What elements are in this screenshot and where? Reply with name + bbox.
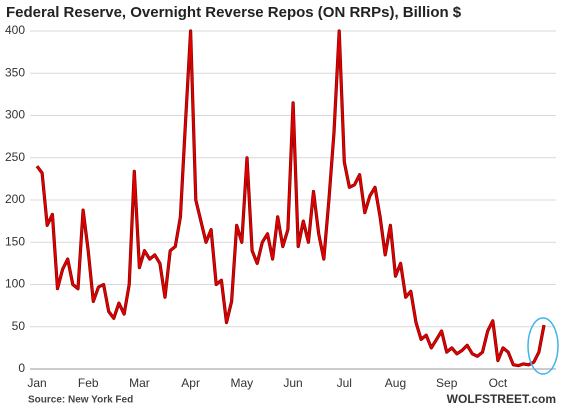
plot <box>35 29 546 368</box>
series-line <box>36 30 545 367</box>
x-tick-label: Sep <box>436 376 458 390</box>
highlight-ellipse <box>527 317 559 375</box>
y-tick-label: 200 <box>5 192 25 206</box>
chart-title: Federal Reserve, Overnight Reverse Repos… <box>6 4 462 21</box>
x-tick-label: May <box>231 376 254 390</box>
y-tick-label: 100 <box>5 277 25 291</box>
x-tick-label: Jun <box>283 376 302 390</box>
x-tick-label: Aug <box>385 376 406 390</box>
grid: 0 50 100 150 200 250 300 350 400 Jan Feb Mar Apr May J… <box>5 23 556 390</box>
series-line-shadow <box>35 29 546 368</box>
x-tick-label: Mar <box>129 376 150 390</box>
x-tick-label: Oct <box>489 376 508 390</box>
y-tick-label: 0 <box>18 361 25 375</box>
brand: WOLFSTREET.com <box>447 392 556 406</box>
y-tick-label: 150 <box>5 234 25 248</box>
x-tick-label: Jul <box>337 376 352 390</box>
y-tick-label: 350 <box>5 65 25 79</box>
y-tick-label: 300 <box>5 108 25 122</box>
y-tick-label: 250 <box>5 150 25 164</box>
x-tick-label: Apr <box>181 376 200 390</box>
x-tick-label: Jan <box>27 376 46 390</box>
y-tick-label: 50 <box>12 319 26 333</box>
source: Source: New York Fed <box>28 395 133 406</box>
x-tick-label: Feb <box>78 376 99 390</box>
y-tick-label: 400 <box>5 23 25 37</box>
